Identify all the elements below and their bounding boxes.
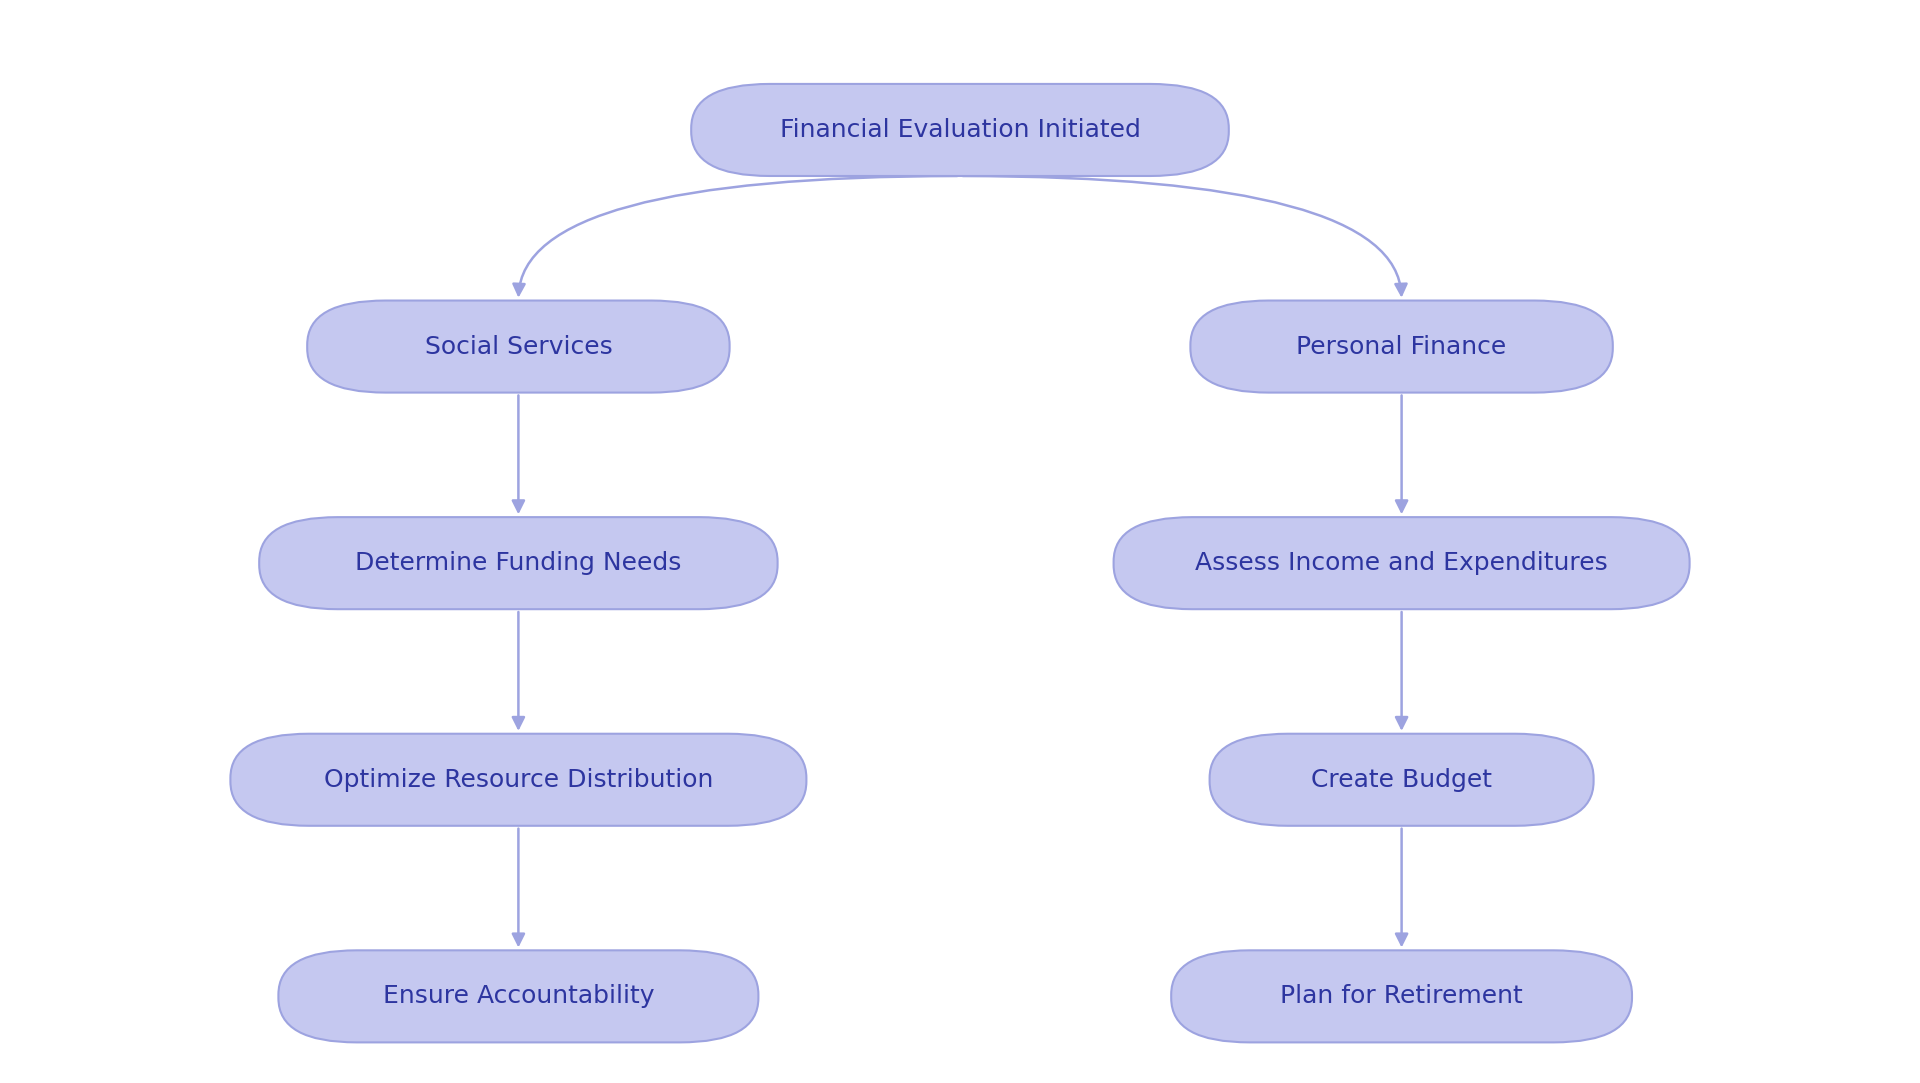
Text: Personal Finance: Personal Finance [1296, 335, 1507, 358]
FancyBboxPatch shape [1190, 300, 1613, 393]
Text: Create Budget: Create Budget [1311, 768, 1492, 792]
Text: Financial Evaluation Initiated: Financial Evaluation Initiated [780, 118, 1140, 142]
Text: Determine Funding Needs: Determine Funding Needs [355, 551, 682, 575]
Text: Social Services: Social Services [424, 335, 612, 358]
Text: Plan for Retirement: Plan for Retirement [1281, 984, 1523, 1008]
FancyBboxPatch shape [278, 951, 758, 1042]
Text: Ensure Accountability: Ensure Accountability [382, 984, 655, 1008]
FancyBboxPatch shape [259, 518, 778, 609]
FancyBboxPatch shape [1210, 734, 1594, 825]
Text: Assess Income and Expenditures: Assess Income and Expenditures [1196, 551, 1607, 575]
FancyBboxPatch shape [230, 734, 806, 825]
FancyBboxPatch shape [307, 300, 730, 393]
FancyBboxPatch shape [1114, 518, 1690, 609]
FancyBboxPatch shape [691, 84, 1229, 175]
Text: Optimize Resource Distribution: Optimize Resource Distribution [324, 768, 712, 792]
FancyBboxPatch shape [1171, 951, 1632, 1042]
